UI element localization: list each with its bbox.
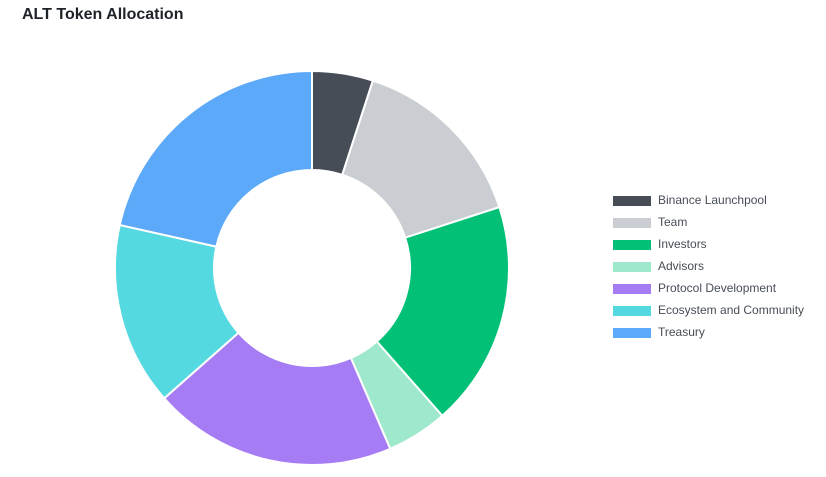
legend-label: Team [658, 215, 687, 229]
legend-swatch [613, 240, 651, 250]
legend-swatch [613, 262, 651, 272]
legend-label: Investors [658, 237, 707, 251]
legend-label: Advisors [658, 259, 704, 273]
legend-swatch [613, 328, 651, 338]
legend-label: Treasury [658, 325, 705, 339]
legend-swatch [613, 196, 651, 206]
legend-swatch [613, 306, 651, 316]
legend-label: Protocol Development [658, 281, 777, 295]
legend-label: Binance Launchpool [658, 193, 767, 207]
donut-segment [118, 69, 313, 248]
chart-title: ALT Token Allocation [22, 6, 183, 23]
donut-segment [375, 205, 510, 418]
legend-swatch [613, 218, 651, 228]
legend-label: Ecosystem and Community [658, 303, 804, 317]
donut-segment [162, 331, 392, 466]
legend-swatch [613, 284, 651, 294]
